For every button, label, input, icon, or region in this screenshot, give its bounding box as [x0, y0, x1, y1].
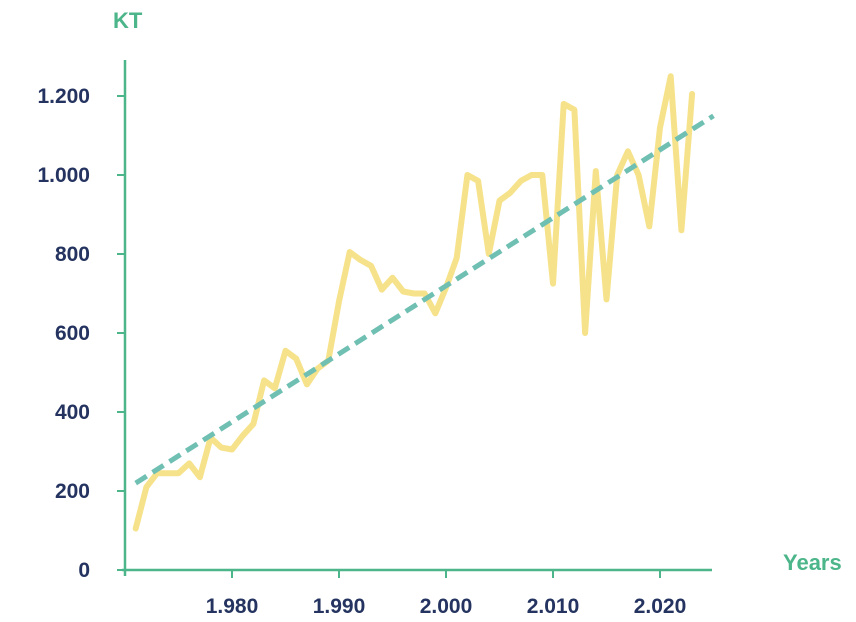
- x-tick-label: 1.980: [206, 595, 259, 618]
- x-tick-label: 1.990: [313, 595, 366, 618]
- x-tick-label: 2.010: [527, 595, 580, 618]
- y-tick-label: 400: [55, 401, 90, 424]
- y-tick-label: 800: [55, 243, 90, 266]
- y-tick-label: 600: [55, 322, 90, 345]
- x-axis-title: Years: [783, 550, 842, 575]
- trend-line: [134, 113, 715, 486]
- x-tick-label: 2.020: [634, 595, 687, 618]
- y-tick-label: 1.000: [37, 164, 90, 187]
- x-tick-label: 2.000: [420, 595, 473, 618]
- y-axis-title: KT: [113, 8, 143, 33]
- y-tick-label: 0: [78, 559, 90, 582]
- y-tick-label: 1.200: [37, 85, 90, 108]
- series-line: [132, 73, 696, 532]
- y-tick-label: 200: [55, 480, 90, 503]
